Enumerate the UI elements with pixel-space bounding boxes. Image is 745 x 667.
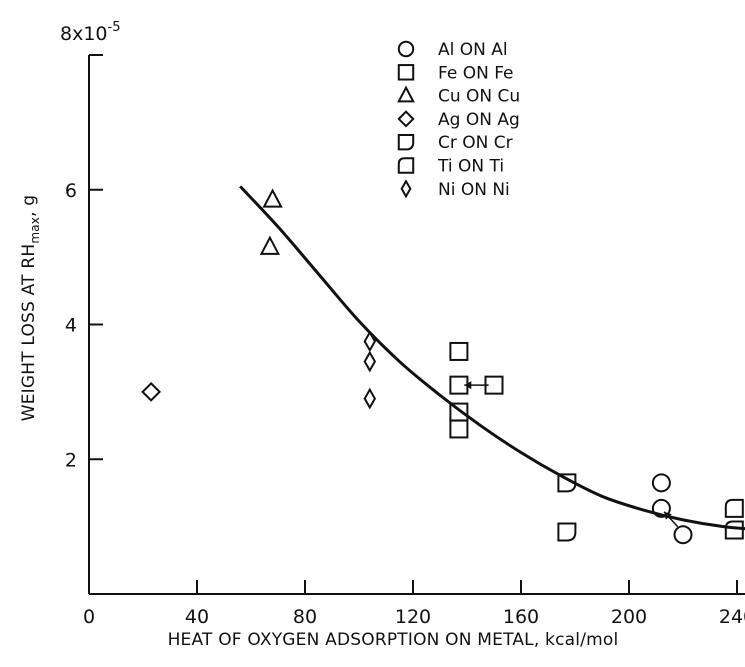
legend-item: Ag ON Ag (397, 110, 520, 130)
legend-marker-square (397, 64, 415, 81)
axes: 0 40 80 120 160 200 240 2 4 6 (65, 54, 745, 628)
data-point (449, 341, 469, 361)
data-point (557, 522, 577, 542)
legend-label: Ni ON Ni (438, 180, 510, 200)
data-point (724, 498, 744, 518)
legend-marker-triangle (397, 85, 415, 103)
data-point (651, 473, 671, 493)
x-tick-label: 40 (185, 606, 209, 628)
data-point (363, 350, 377, 373)
data-point (141, 381, 162, 402)
trend-curve-layer (239, 185, 745, 531)
y-axis-label: WEIGHT LOSS AT RHmax, g (19, 195, 42, 422)
data-point (673, 525, 693, 545)
data-point (724, 520, 744, 540)
x-axis-label: HEAT OF OXYGEN ADSORPTION ON METAL, kcal… (168, 630, 619, 650)
series-thin-diamond (363, 330, 377, 410)
legend-marker-thin-diamond (400, 179, 412, 199)
legend-marker-circle (397, 40, 415, 58)
y-axis-label-prefix: WEIGHT LOSS AT RH (19, 244, 39, 422)
y-axis-label-subscript: max (28, 217, 42, 244)
legend-label: Cu ON Cu (438, 87, 520, 107)
series-cr (557, 473, 577, 542)
legend-label: Al ON Al (438, 40, 508, 60)
y-tick-label: 2 (65, 449, 77, 471)
series-ti (724, 498, 744, 540)
series-diamond (141, 381, 162, 402)
y-axis-scale-exponent: -5 (108, 20, 121, 35)
axis-labels: HEAT OF OXYGEN ADSORPTION ON METAL, kcal… (19, 20, 618, 650)
legend: Al ON Al Fe ON Fe Cu ON Cu Ag ON Ag Cr ON Cr… (397, 40, 520, 200)
x-tick-label: 0 (83, 606, 95, 628)
y-axis-scale-base: 8x10 (60, 23, 108, 45)
trend-curve (239, 185, 745, 531)
legend-label: Ag ON Ag (438, 110, 520, 130)
y-axis-scale-label: 8x10-5 (60, 20, 120, 45)
arrow-head (464, 381, 472, 390)
data-point (363, 387, 377, 410)
legend-item: Ti ON Ti (397, 157, 504, 177)
x-tick-label: 160 (503, 606, 539, 628)
y-tick-label: 6 (65, 180, 77, 202)
legend-marker-ti (397, 157, 415, 174)
x-tick-label: 200 (611, 606, 647, 628)
y-tick-label: 4 (65, 315, 77, 337)
series-triangle (259, 188, 283, 255)
data-point (259, 235, 281, 255)
x-tick-label: 240 (719, 606, 745, 628)
x-tick-label: 80 (293, 606, 317, 628)
legend-item: Al ON Al (397, 40, 508, 60)
data-point (363, 330, 377, 353)
arrow-head (664, 511, 672, 520)
data-point (651, 498, 671, 518)
legend-item: Ni ON Ni (400, 179, 510, 200)
legend-marker-cr (397, 133, 415, 151)
data-point (449, 419, 469, 439)
legend-item: Cu ON Cu (397, 85, 520, 107)
legend-label: Ti ON Ti (437, 157, 504, 177)
series-circle (651, 473, 693, 545)
legend-item: Cr ON Cr (397, 133, 513, 153)
y-axis-label-suffix: , g (19, 195, 39, 217)
legend-label: Cr ON Cr (438, 133, 513, 153)
legend-item: Fe ON Fe (397, 63, 514, 83)
x-tick-label: 120 (395, 606, 431, 628)
data-point (557, 473, 577, 493)
data-points (141, 188, 744, 545)
legend-label: Fe ON Fe (438, 63, 514, 83)
legend-marker-diamond (397, 110, 415, 128)
data-point (262, 188, 283, 208)
